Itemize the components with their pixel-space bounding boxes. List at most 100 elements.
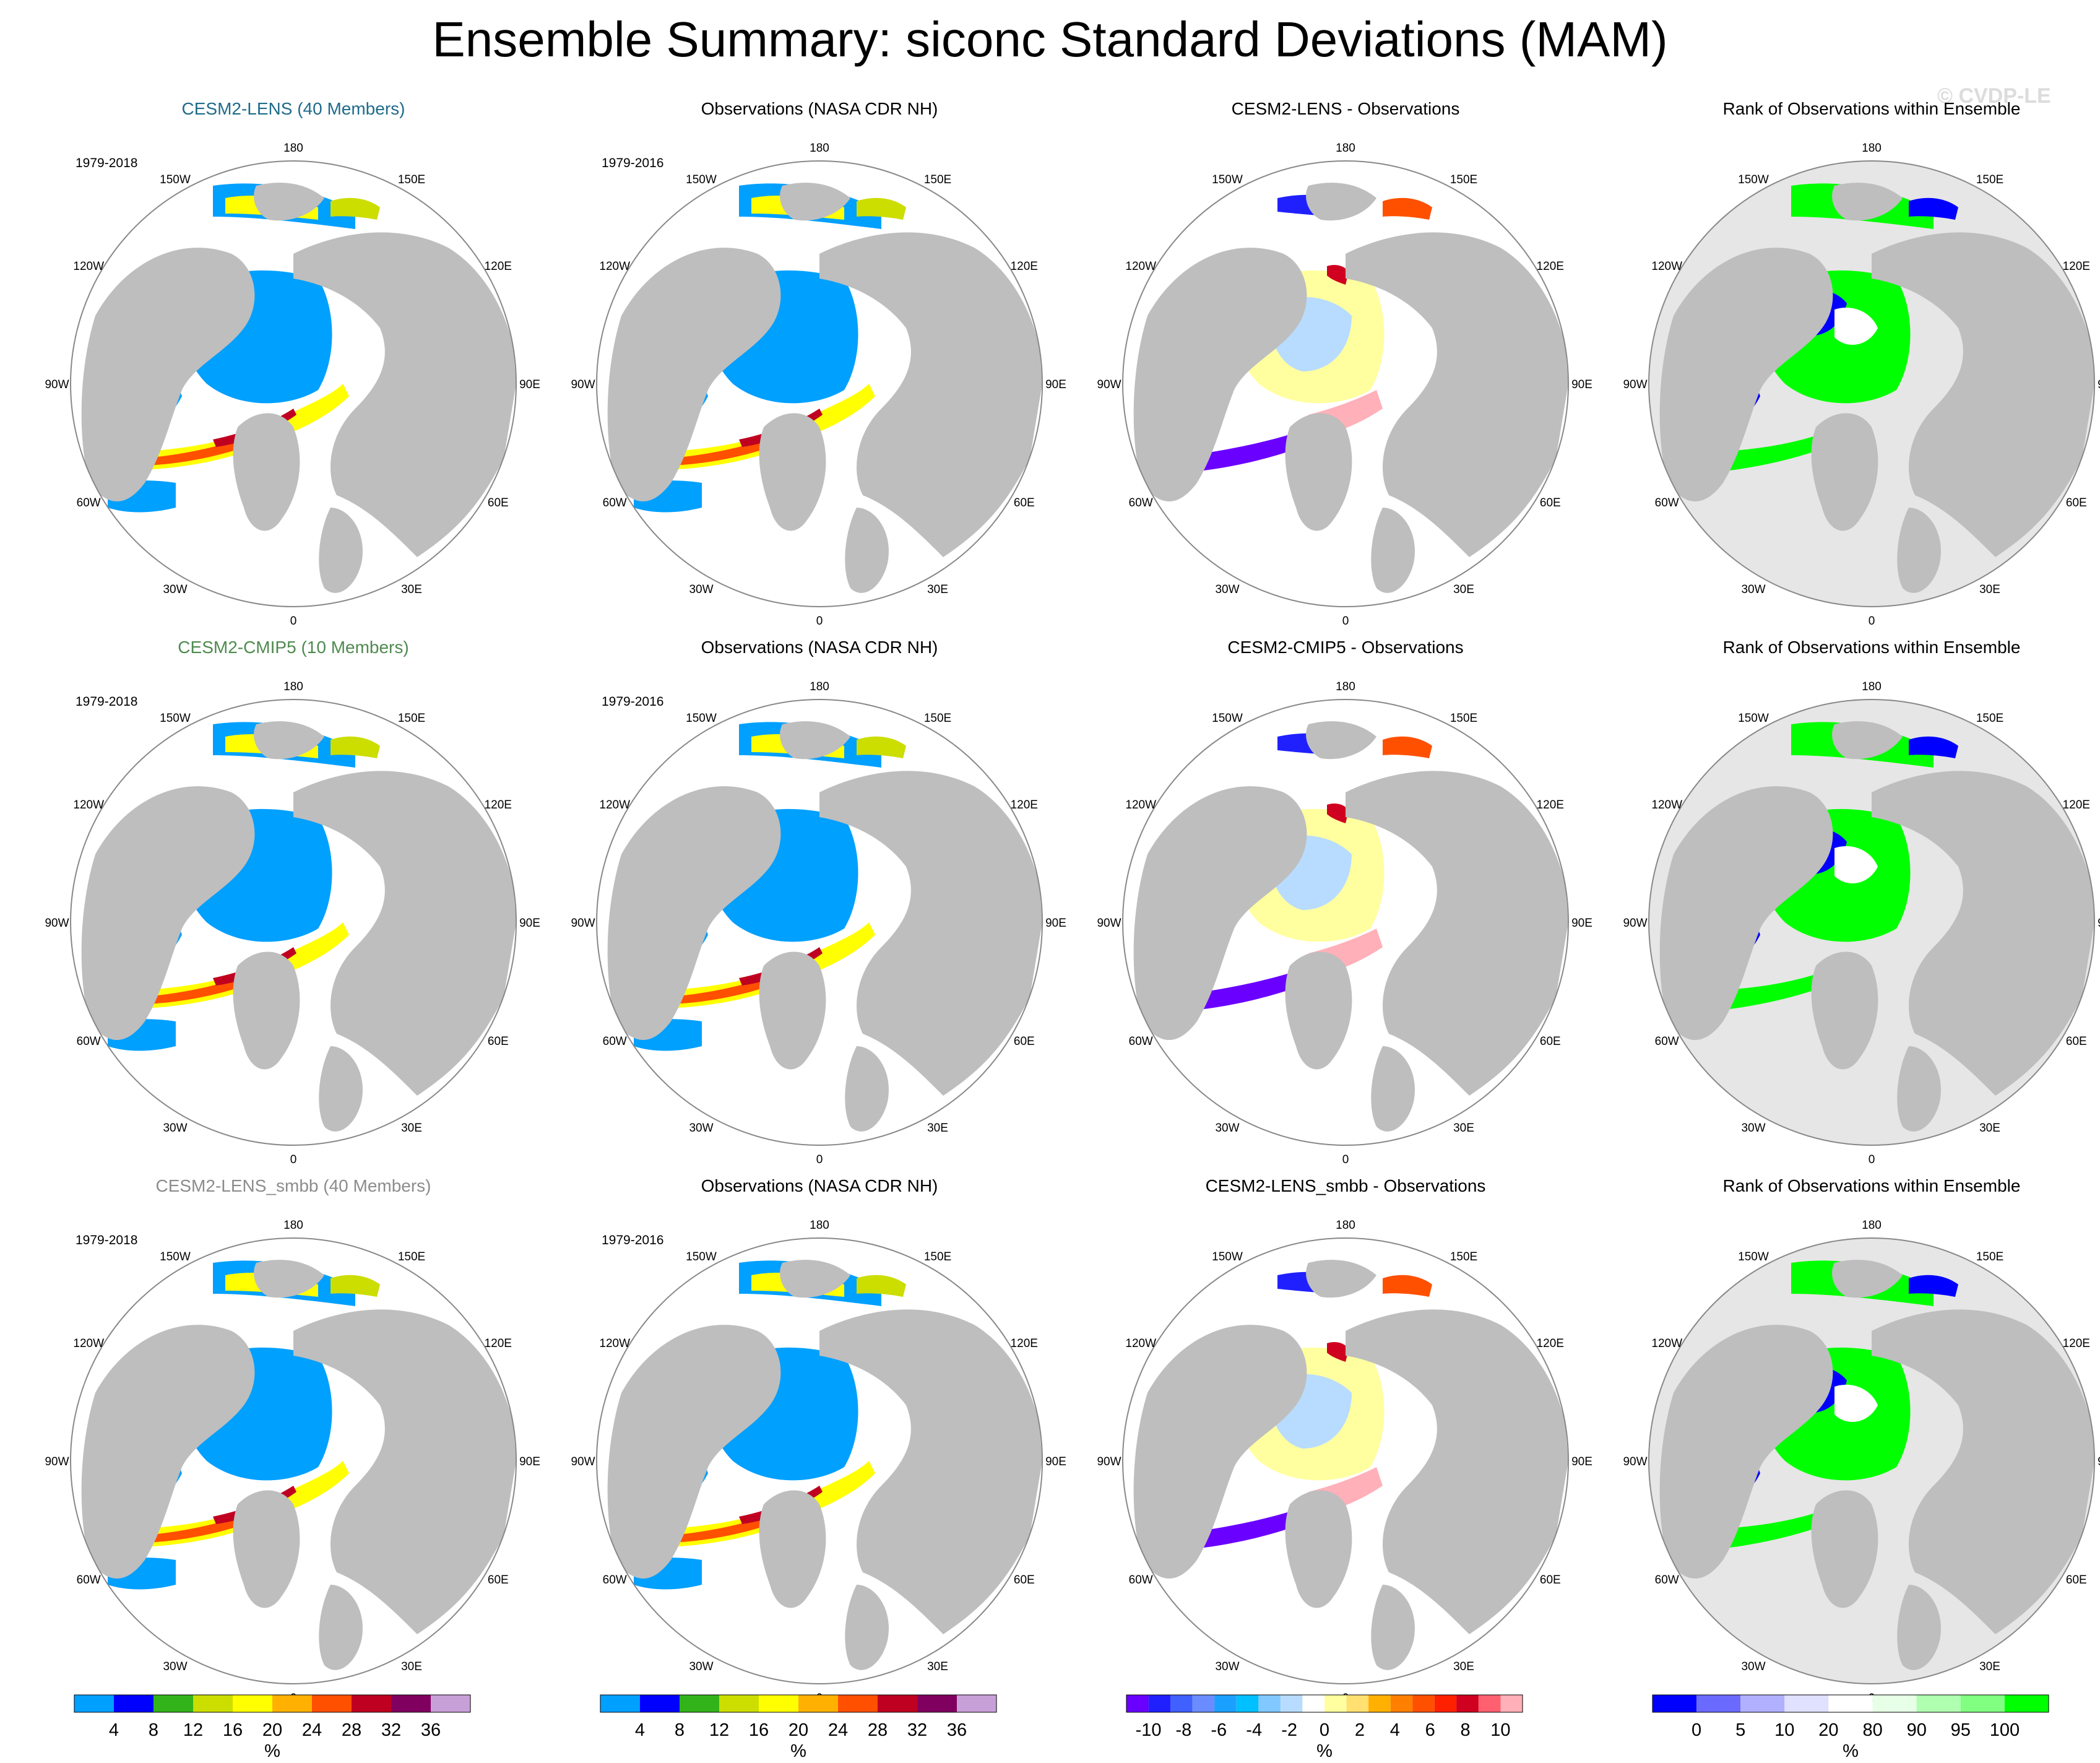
land-mass — [1811, 413, 1878, 531]
sea-ice-field — [1909, 197, 1958, 220]
longitude-label: 150W — [1212, 1250, 1243, 1263]
land-mass — [1133, 248, 1307, 501]
longitude-label: 150W — [1738, 712, 1769, 725]
std-colorbar-obs: 4 8 12 16 20 24 28 32 36% — [557, 1690, 1082, 1763]
longitude-label: 120W — [599, 1337, 630, 1350]
land-mass — [1285, 951, 1352, 1070]
longitude-label: 120E — [1011, 260, 1038, 273]
longitude-label: 60W — [603, 1035, 627, 1048]
longitude-label: 30W — [689, 1660, 713, 1673]
longitude-label: 90E — [1045, 917, 1066, 930]
colorbar-tick-label: 4 — [635, 1720, 645, 1740]
longitude-label: 120E — [485, 260, 512, 273]
colorbar-tick-label: 4 — [109, 1720, 119, 1740]
longitude-label: 90W — [571, 917, 595, 930]
longitude-label: 60E — [1014, 496, 1035, 509]
longitude-label: 180 — [1336, 680, 1355, 693]
period-label: 1979-2018 — [76, 156, 138, 170]
land-mass — [1811, 1490, 1878, 1608]
colorbar-tick-label: 16 — [749, 1720, 769, 1740]
longitude-label: 60E — [1540, 1574, 1561, 1587]
panel-title: Rank of Observations within Ensemble — [1722, 1176, 2021, 1195]
sea-ice-field — [1834, 307, 1878, 345]
colorbar-swatch — [114, 1695, 153, 1712]
colorbar-swatch — [798, 1695, 838, 1712]
longitude-label: 90E — [519, 378, 540, 391]
longitude-label: 150W — [160, 712, 191, 725]
longitude-label: 30E — [927, 1660, 948, 1673]
colorbar-unit: % — [790, 1741, 806, 1761]
colorbar-swatch — [1412, 1695, 1435, 1712]
colorbar-unit: % — [1843, 1741, 1859, 1761]
map-border — [1648, 1237, 2095, 1684]
colorbar-swatch — [917, 1695, 957, 1712]
sea-ice-field — [1383, 1275, 1432, 1297]
colorbar-swatch — [1456, 1695, 1479, 1712]
longitude-label: 30W — [1741, 1660, 1765, 1673]
longitude-label: 120E — [2063, 1337, 2090, 1350]
land-mass — [319, 508, 363, 593]
land-mass — [319, 1046, 363, 1132]
colorbar-tick-label: 12 — [183, 1720, 203, 1740]
land-mass — [1371, 1585, 1415, 1670]
longitude-label: 30W — [1215, 583, 1239, 596]
colorbar-tick-label: 20 — [789, 1720, 808, 1740]
colorbar-tick-label: 16 — [223, 1720, 243, 1740]
colorbar-tick-label: -4 — [1246, 1720, 1262, 1740]
land-mass — [819, 232, 1042, 557]
rank-map: Rank of Observations within Ensemble 180 1… — [1609, 638, 2100, 1176]
land-mass — [845, 1046, 889, 1132]
sea-ice-field — [1327, 804, 1349, 823]
colorbar-tick-label: 8 — [1461, 1720, 1471, 1740]
longitude-label: 0 — [290, 615, 297, 628]
colorbar-tick-label: 20 — [1818, 1720, 1838, 1740]
sea-ice-field — [646, 384, 875, 470]
longitude-label: 60W — [1655, 1035, 1679, 1048]
longitude-label: 150W — [1738, 1250, 1769, 1263]
longitude-label: 30W — [1215, 1122, 1239, 1135]
longitude-label: 180 — [283, 680, 303, 693]
colorbar-swatch — [272, 1695, 312, 1712]
colorbar-tick-label: 10 — [1774, 1720, 1794, 1740]
longitude-label: 150E — [1450, 1250, 1477, 1263]
longitude-label: 60W — [77, 1035, 101, 1048]
colorbar-swatch — [1280, 1695, 1303, 1712]
land-mass — [1872, 1309, 2094, 1634]
colorbar-swatch — [1346, 1695, 1369, 1712]
sea-ice-field — [1698, 421, 1859, 474]
longitude-label: 60W — [1129, 496, 1153, 509]
panel-title: Rank of Observations within Ensemble — [1722, 638, 2021, 657]
longitude-label: 120W — [1125, 799, 1156, 812]
longitude-label: 120W — [73, 1337, 104, 1350]
sea-ice-field — [1327, 265, 1349, 285]
sea-ice-field — [145, 966, 272, 1004]
longitude-label: 30E — [1979, 583, 2000, 596]
longitude-label: 90W — [1623, 1455, 1647, 1468]
longitude-label: 60E — [488, 1574, 509, 1587]
colorbar-tick-label: 12 — [709, 1720, 729, 1740]
panel-title: CESM2-LENS - Observations — [1231, 99, 1460, 118]
period-label: 1979-2018 — [76, 695, 138, 709]
colorbar-tick-label: 5 — [1735, 1720, 1745, 1740]
longitude-label: 30E — [1979, 1122, 2000, 1135]
model-std-map: CESM2-CMIP5 (10 Members) 1979-2018 180 150E… — [31, 638, 556, 1176]
rank-map: Rank of Observations within Ensemble 180 1… — [1609, 99, 2100, 638]
colorbar-swatch — [2004, 1695, 2049, 1712]
longitude-label: 150W — [686, 173, 717, 186]
colorbar-swatch — [153, 1695, 193, 1712]
panel-title: CESM2-CMIP5 (10 Members) — [178, 638, 409, 657]
colorbar-swatch — [1784, 1695, 1829, 1712]
colorbar-swatch — [1960, 1695, 2005, 1712]
period-label: 1979-2016 — [602, 156, 664, 170]
longitude-label: 150W — [1212, 173, 1243, 186]
map-border — [70, 699, 517, 1146]
longitude-label: 90E — [2098, 378, 2100, 391]
colorbar-swatch — [1302, 1695, 1324, 1712]
longitude-label: 60W — [1655, 1574, 1679, 1587]
colorbar-swatch — [1872, 1695, 1917, 1712]
longitude-label: 150W — [160, 1250, 191, 1263]
